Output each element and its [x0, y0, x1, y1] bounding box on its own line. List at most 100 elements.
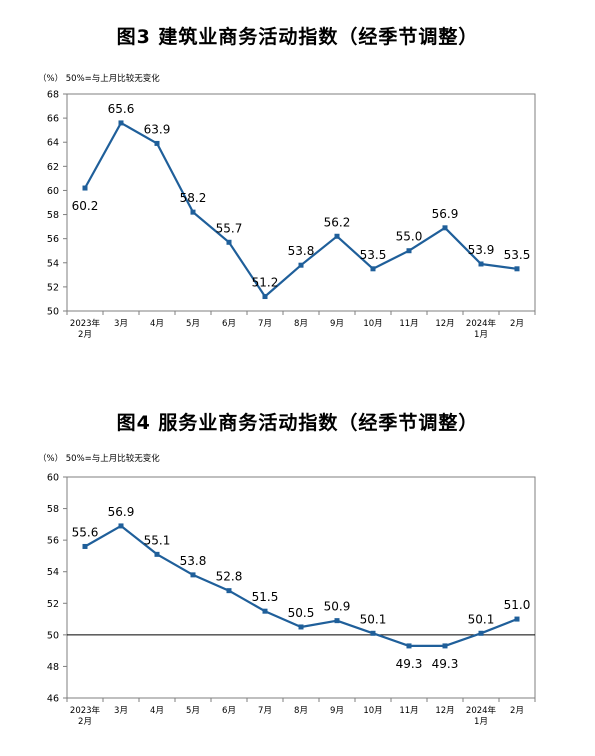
- x-tick-label: 10月: [363, 706, 382, 716]
- data-label: 51.0: [504, 598, 531, 612]
- data-label: 55.7: [216, 221, 243, 235]
- y-tick-label: 54: [47, 567, 59, 578]
- y-tick-label: 60: [47, 186, 59, 197]
- x-tick-label: 2024年: [466, 318, 497, 329]
- x-tick-label: 8月: [294, 706, 308, 716]
- y-tick-label: 52: [47, 282, 59, 293]
- x-tick-label: 7月: [258, 706, 272, 716]
- data-label: 50.5: [288, 606, 315, 620]
- data-point: [154, 140, 160, 146]
- x-tick-label: 2月: [510, 706, 524, 716]
- y-tick-label: 56: [47, 234, 59, 245]
- y-tick-label: 58: [47, 504, 59, 515]
- data-label: 50.9: [324, 600, 351, 614]
- data-point: [442, 643, 448, 649]
- data-point: [334, 233, 340, 239]
- x-tick-label: 2024年: [466, 705, 497, 716]
- data-label: 65.6: [108, 102, 135, 116]
- x-tick-label: 9月: [330, 706, 344, 716]
- data-label: 58.2: [180, 191, 207, 205]
- y-tick-label: 54: [47, 258, 59, 269]
- data-label: 60.2: [72, 199, 99, 213]
- data-point: [298, 624, 304, 630]
- data-point: [262, 294, 268, 300]
- y-tick-label: 66: [47, 114, 59, 125]
- x-tick-label: 12月: [435, 319, 454, 329]
- x-tick-label: 9月: [330, 319, 344, 329]
- x-tick-label: 5月: [186, 706, 200, 716]
- chart-services: 图4 服务业商务活动指数（经季节调整） （%） 50%=与上月比较无变化 46 4…: [0, 378, 595, 756]
- x-tick-label: 7月: [258, 319, 272, 329]
- data-label: 56.9: [108, 505, 135, 519]
- chart-construction: 图3 建筑业商务活动指数（经季节调整） （%） 50%=与上月比较无变化 50 5…: [38, 26, 536, 340]
- y-tick-label: 60: [47, 473, 59, 484]
- data-point: [82, 543, 88, 549]
- x-tick-label: 8月: [294, 319, 308, 329]
- data-label: 55.0: [396, 230, 423, 244]
- x-tick-label: 6月: [222, 706, 236, 716]
- x-tick-label: 3月: [114, 319, 128, 329]
- x-tick-label: 2023年: [70, 318, 101, 329]
- x-tick-label: 2月: [78, 717, 92, 727]
- data-point: [82, 185, 88, 191]
- x-tick-label: 1月: [474, 330, 488, 340]
- data-label: 50.1: [360, 612, 387, 626]
- data-point: [298, 262, 304, 268]
- data-label: 53.5: [504, 248, 531, 262]
- data-point: [370, 630, 376, 636]
- chart-note: （%） 50%=与上月比较无变化: [38, 74, 160, 84]
- data-label: 53.8: [288, 244, 315, 258]
- chart-note: （%） 50%=与上月比较无变化: [38, 454, 160, 464]
- data-point: [370, 266, 376, 272]
- data-point: [406, 248, 412, 254]
- x-tick-label: 3月: [114, 706, 128, 716]
- x-tick-label: 1月: [474, 717, 488, 727]
- data-point: [262, 608, 268, 614]
- chart-title: 图3 建筑业商务活动指数（经季节调整）: [116, 26, 479, 48]
- data-label: 55.6: [72, 525, 99, 539]
- plot-frame: [66, 93, 536, 312]
- data-label: 56.9: [432, 207, 459, 221]
- x-tick-label: 4月: [150, 706, 164, 716]
- data-label: 55.1: [144, 533, 171, 547]
- data-label: 49.3: [432, 657, 459, 671]
- y-tick-label: 62: [47, 162, 59, 173]
- y-tick-label: 48: [47, 662, 59, 673]
- data-point: [442, 225, 448, 231]
- data-label: 51.2: [252, 276, 279, 290]
- data-point: [118, 120, 124, 126]
- data-label: 56.2: [324, 215, 351, 229]
- data-point: [478, 630, 484, 636]
- data-point: [406, 643, 412, 649]
- data-point: [154, 551, 160, 557]
- x-tick-label: 2月: [78, 330, 92, 340]
- y-tick-label: 50: [47, 630, 59, 641]
- data-point: [190, 572, 196, 578]
- y-tick-label: 58: [47, 210, 59, 221]
- data-label: 53.9: [468, 243, 495, 257]
- data-point: [118, 523, 124, 529]
- x-tick-label: 2023年: [70, 705, 101, 716]
- x-tick-label: 12月: [435, 706, 454, 716]
- data-point: [514, 616, 520, 622]
- data-point: [334, 618, 340, 624]
- x-tick-label: 10月: [363, 319, 382, 329]
- data-label: 52.8: [216, 570, 243, 584]
- chart-title: 图4 服务业商务活动指数（经季节调整）: [116, 412, 479, 434]
- x-tick-label: 5月: [186, 319, 200, 329]
- data-label: 50.1: [468, 612, 495, 626]
- y-tick-label: 46: [47, 694, 59, 705]
- data-label: 49.3: [396, 657, 423, 671]
- x-tick-label: 2月: [510, 319, 524, 329]
- data-label: 53.5: [360, 248, 387, 262]
- y-tick-label: 50: [47, 307, 59, 318]
- y-tick-label: 56: [47, 536, 59, 547]
- y-tick-label: 64: [47, 138, 59, 149]
- data-label: 53.8: [180, 554, 207, 568]
- data-point: [190, 209, 196, 215]
- x-tick-label: 4月: [150, 319, 164, 329]
- x-tick-label: 11月: [399, 319, 418, 329]
- data-point: [226, 588, 232, 594]
